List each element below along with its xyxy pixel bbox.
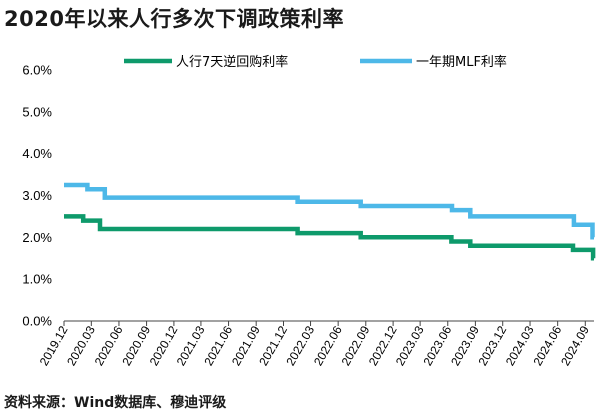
y-tick-label: 1.0% — [22, 272, 52, 287]
series-line-reverse-repo — [64, 214, 596, 261]
legend-label: 一年期MLF利率 — [416, 54, 507, 70]
legend-label: 人行7天逆回购利率 — [176, 54, 288, 70]
y-tick-label: 3.0% — [22, 188, 52, 203]
source-note: 资料来源：Wind数据库、穆迪评级 — [4, 395, 227, 411]
legend: 人行7天逆回购利率 一年期MLF利率 — [124, 54, 507, 70]
y-tick-label: 6.0% — [22, 63, 52, 78]
chart-title: 2020年以来人行多次下调政策利率 — [4, 7, 344, 31]
series-lines — [64, 182, 596, 261]
series-line-mlf — [64, 182, 595, 240]
y-tick-label: 2.0% — [22, 230, 52, 245]
y-tick-label: 0.0% — [22, 314, 52, 329]
y-tick-label: 4.0% — [22, 146, 52, 161]
y-tick-label: 5.0% — [22, 104, 52, 119]
